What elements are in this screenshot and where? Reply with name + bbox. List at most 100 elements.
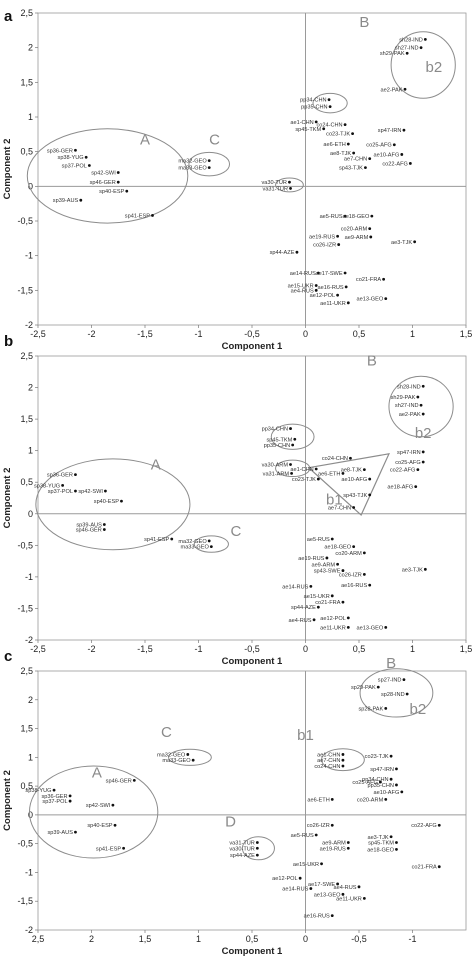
data-point [255, 841, 259, 844]
data-point [400, 790, 404, 794]
x-tick-label: 1 [410, 329, 415, 339]
point-label: co21-FRA [356, 277, 381, 283]
data-point [343, 271, 347, 275]
data-point [421, 384, 425, 388]
data-point [316, 605, 320, 609]
point-label: ma32-GEO [157, 752, 186, 758]
data-point [352, 151, 356, 155]
point-label: ae2-PAK [399, 412, 421, 418]
data-point [408, 162, 412, 165]
y-axis-title: Component 2 [2, 468, 13, 529]
point-label: ae13-GEO [314, 892, 341, 898]
cluster-triangle [307, 453, 390, 517]
data-point [389, 754, 393, 758]
data-point [151, 214, 154, 217]
data-point [376, 685, 380, 689]
x-tick-label: -1 [194, 329, 202, 339]
group-label: D [225, 813, 236, 830]
data-point [314, 288, 318, 292]
point-label: co23-TJK [365, 754, 389, 760]
panel-c: c2,521,510,50-0,5-1-1,5-22,5 2 1,5 1 0,5 0 -0,… [2, 648, 467, 957]
point-label: sp43-SWE [314, 569, 341, 575]
point-label: ae17-SWE [308, 882, 335, 888]
x-tick-label: -2,5 [30, 644, 46, 654]
data-point [74, 489, 77, 493]
point-label: sp28-PAK [358, 706, 383, 712]
point-label: co20-ARM [341, 227, 368, 233]
panel-letter: b [4, 333, 13, 350]
y-tick-label: 0,5 [20, 477, 33, 487]
point-label: sp45-TKM [368, 841, 394, 847]
point-label: sp36-GER [47, 473, 73, 479]
point-label: pp34-CHN [362, 777, 388, 783]
cluster-ellipse [193, 535, 229, 553]
point-label: co21-FRA [412, 865, 437, 871]
y-tick-label: 2 [28, 43, 33, 53]
point-label: co26-IZR [307, 823, 330, 829]
x-tick-label: -0,5 [244, 329, 260, 339]
cluster-ellipse [188, 151, 231, 177]
point-label: sh28-IND [399, 37, 423, 43]
y-tick-label: -2 [25, 635, 33, 645]
data-point [346, 625, 350, 629]
cluster-ellipse [359, 668, 434, 718]
point-label: sp47-IRN [378, 128, 402, 134]
x-tick-label: 0,5 [353, 329, 366, 339]
x-tick-label: 2,5 [32, 934, 45, 944]
point-label: va31-TUR [229, 841, 255, 847]
data-point [341, 758, 345, 762]
data-point [379, 780, 382, 784]
data-point [384, 797, 388, 801]
y-tick-label: 0,5 [20, 147, 33, 157]
y-tick-label: 1 [28, 752, 33, 762]
y-tick-label: 2,5 [20, 351, 33, 361]
data-point [368, 227, 372, 231]
group-label: C [161, 724, 172, 741]
data-point [341, 764, 345, 768]
x-tick-label: 1,5 [460, 329, 473, 339]
point-label: ae4-RUS [291, 288, 314, 294]
data-point [330, 823, 334, 827]
data-point [330, 797, 334, 801]
data-point [325, 556, 329, 560]
y-tick-label: -2 [25, 320, 33, 330]
data-point [255, 846, 259, 850]
y-tick-label: -0,5 [17, 216, 33, 226]
x-tick-label: -2 [87, 644, 95, 654]
y-tick-label: -1 [25, 251, 33, 261]
cluster-ellipse [321, 748, 365, 772]
point-label: ae19-RUS [309, 234, 335, 240]
data-point [405, 692, 409, 696]
point-label: co24-CHN [322, 456, 348, 462]
data-point [295, 250, 299, 254]
point-label: sp37-POL [48, 489, 73, 495]
data-point [191, 758, 195, 762]
point-label: ae14-RUS [282, 887, 308, 893]
point-label: co26-IZR [339, 572, 362, 578]
data-point [402, 678, 406, 682]
data-point [209, 545, 213, 548]
data-point [330, 537, 334, 541]
point-label: ae5-RUS [320, 214, 343, 220]
point-label: sp28-IND [381, 692, 405, 698]
x-tick-label: 0,5 [353, 644, 366, 654]
point-label: ae9-ARM [322, 841, 346, 847]
point-label: ae11-UKR [320, 625, 346, 631]
point-label: ae11-UKR [320, 301, 346, 307]
point-label: ma33-GEO [162, 758, 191, 764]
panel-a: a 2,521,510,50-0,5-1-1,5-2-2,5 -2 -1,5 -1 -0,… [2, 8, 472, 352]
data-point [52, 788, 56, 792]
point-label: ae18-GEO [324, 545, 351, 551]
y-tick-label: 1,5 [20, 724, 33, 734]
point-label: sp44-AZE [291, 605, 316, 611]
point-label: sh29-PAK [391, 395, 416, 401]
data-point [344, 285, 348, 289]
data-point [351, 132, 354, 136]
group-label: A [92, 764, 102, 781]
point-label: sp37-POL [42, 799, 67, 805]
cluster-ellipse [270, 423, 315, 450]
x-tick-label: 2 [89, 934, 94, 944]
point-label: ae15-UKR [288, 283, 314, 289]
data-point [402, 128, 406, 132]
point-label: sp40-ESP [99, 189, 124, 195]
